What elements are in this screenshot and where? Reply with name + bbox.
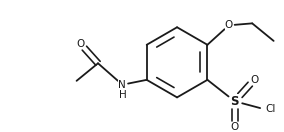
Text: O: O xyxy=(225,20,233,30)
Text: S: S xyxy=(230,95,239,108)
Text: O: O xyxy=(231,122,239,132)
Text: Cl: Cl xyxy=(266,104,276,114)
Text: O: O xyxy=(250,75,258,85)
Text: O: O xyxy=(76,39,85,49)
Text: N: N xyxy=(118,80,126,90)
Text: H: H xyxy=(120,90,127,100)
